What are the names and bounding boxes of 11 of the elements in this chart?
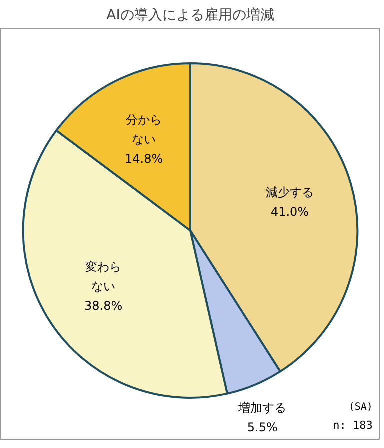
slice-label: 減少する bbox=[266, 185, 314, 200]
data-label: 5.5% bbox=[247, 420, 278, 435]
slice-label: 分からない bbox=[126, 112, 162, 146]
text: n: 183 bbox=[333, 419, 373, 432]
slice-label: 増加する bbox=[238, 401, 287, 416]
chart-title: AIの導入による雇用の増減 bbox=[106, 6, 274, 24]
data-label: 38.8% bbox=[84, 299, 123, 313]
slice-label: 変わらない bbox=[86, 260, 122, 294]
data-label: 14.8% bbox=[125, 152, 164, 166]
data-label: 41.0% bbox=[270, 204, 310, 219]
text: (SA) bbox=[348, 402, 373, 414]
